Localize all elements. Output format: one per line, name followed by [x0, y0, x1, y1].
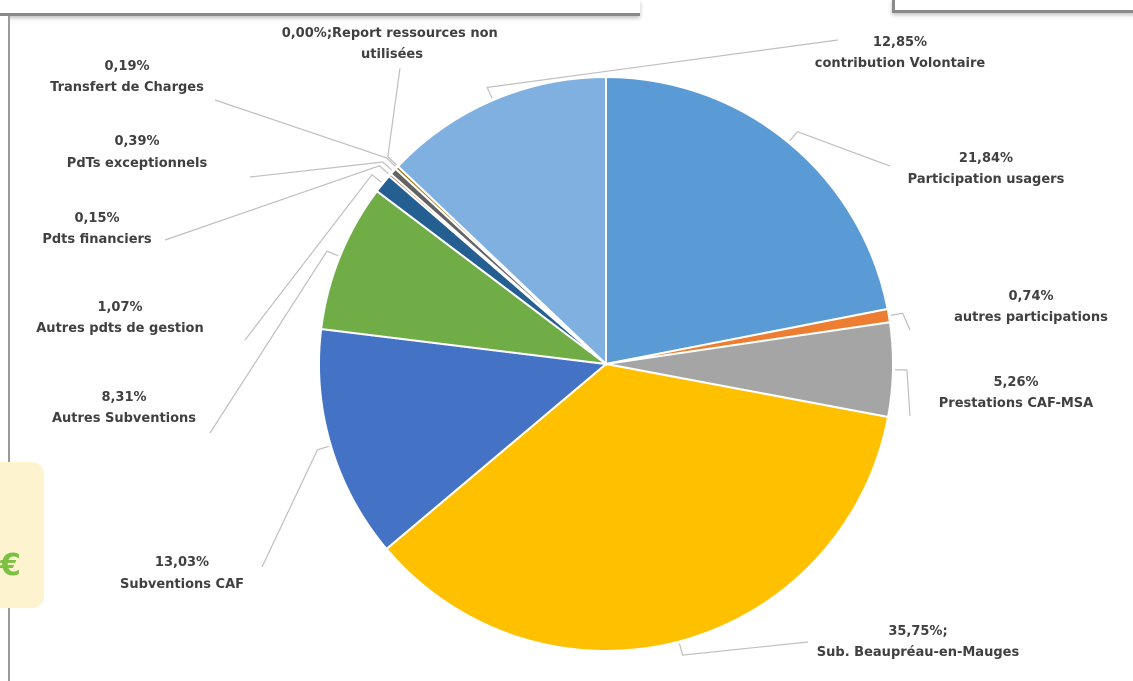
data-label-pct-autres-pdts-gestion: 1,07% [97, 300, 142, 315]
data-label-pct-subventions-caf: 13,03% [155, 555, 209, 570]
data-label-name-autres-pdts-gestion: Autres pdts de gestion [36, 321, 203, 336]
leader-line-pdts-exceptionnels [249, 161, 393, 178]
leader-line-transfert-de-charges [214, 99, 396, 167]
data-label-pct-participation-usagers: 21,84% [959, 151, 1013, 166]
data-label-name-sub-beaupreau: Sub. Beaupréau-en-Mauges [817, 645, 1020, 660]
frame-left-border [0, 16, 10, 681]
euro-icon: € [0, 548, 21, 583]
data-label-name-subventions-caf: Subventions CAF [120, 577, 244, 592]
pie-slices [318, 75, 894, 652]
leader-lines [164, 39, 911, 656]
pie-slice-contribution-volontaire [396, 75, 607, 367]
data-label-pct-autres-subventions: 8,31% [101, 390, 146, 405]
euro-card [0, 462, 44, 608]
data-label-pct-contribution-volontaire: 12,85% [873, 35, 927, 50]
data-label-name-participation-usagers: Participation usagers [908, 172, 1065, 187]
pie-slice-autres-subventions [320, 189, 610, 366]
data-label-name-prestations-caf-msa: Prestations CAF-MSA [939, 396, 1093, 411]
data-label-pct-autres-participations: 0,74% [1008, 289, 1053, 304]
data-label-pct-pdts-exceptionnels: 0,39% [114, 134, 159, 149]
pie-slice-sub-beaupreau-en-mauges [385, 362, 890, 652]
frame-top-border [0, 0, 640, 16]
data-label-pct-transfert-charges: 0,19% [104, 59, 149, 74]
pie-slice-participation-usagers [605, 75, 889, 366]
leader-line-subventions-caf [261, 445, 330, 568]
leader-line-sub-beaupreau-en-mauges [678, 641, 809, 656]
leader-line-autres-subventions [209, 250, 339, 434]
data-label-report-ressources: 0,00%;Report ressources non utilisées [282, 26, 503, 62]
data-label-pct-prestations-caf-msa: 5,26% [993, 375, 1038, 390]
leader-line-contribution-volontaire [486, 39, 839, 99]
leader-line-participation-usagers [789, 130, 891, 167]
data-labels: 21,84% Participation usagers 0,74% autre… [36, 26, 1108, 660]
leader-line-autres-participations [890, 312, 911, 331]
data-label-name-contribution-volontaire: contribution Volontaire [815, 56, 986, 71]
pie-slice-subventions-caf [318, 327, 609, 551]
frame-top-right-border [892, 0, 1133, 13]
data-label-name-autres-subventions: Autres Subventions [52, 411, 196, 426]
data-label-name-autres-participations: autres participations [954, 310, 1108, 325]
data-label-pct-pdts-financiers: 0,15% [74, 211, 119, 226]
leader-line-pdts-financiers [164, 165, 389, 241]
leader-line-report-ressources-non-utilisees [387, 67, 401, 166]
data-label-pct-sub-beaupreau: 35,75%; [888, 624, 947, 639]
data-label-name-pdts-financiers: Pdts financiers [42, 232, 152, 247]
data-label-name-pdts-exceptionnels: PdTs exceptionnels [67, 156, 208, 171]
data-label-name-transfert-charges: Transfert de Charges [50, 80, 204, 95]
leader-line-prestations-caf-msa [894, 369, 911, 417]
leader-line-autres-pdts-de-gestion [244, 173, 382, 341]
